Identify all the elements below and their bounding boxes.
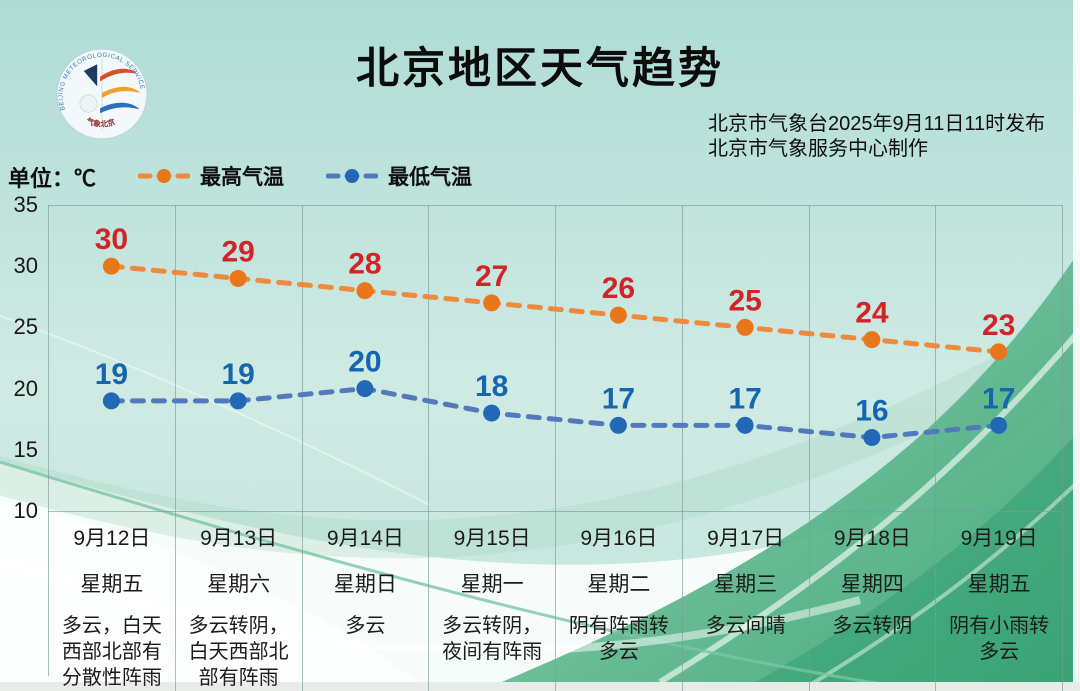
high-temp-point — [356, 282, 374, 300]
date-label: 9月13日 — [200, 527, 278, 550]
high-temp-value: 25 — [728, 284, 761, 317]
weather-description: 多云转阴，夜间有阵雨 — [442, 615, 543, 663]
low-temp-point — [483, 404, 501, 422]
forecast-column-2: 9月13日星期六多云转阴，白天西部北部有阵雨 — [176, 206, 303, 691]
y-tick-10: 10 — [13, 498, 38, 523]
high-temp-value: 30 — [95, 223, 128, 256]
y-tick-35: 35 — [13, 192, 38, 217]
low-temp-point — [863, 429, 881, 447]
low-temp-point — [609, 416, 627, 434]
forecast-column-7: 9月18日星期四多云转阴 — [810, 206, 937, 691]
chart-baseline — [48, 511, 1062, 512]
low-temp-point — [229, 392, 247, 410]
high-temp-value: 28 — [348, 248, 381, 281]
weekday-label: 星期三 — [714, 573, 778, 596]
date-label: 9月18日 — [833, 527, 911, 550]
legend-item-high: 最高气温 — [138, 161, 284, 191]
logo-swoosh-blue — [100, 102, 140, 114]
forecast-column-4: 9月15日星期一多云转阴，夜间有阵雨 — [429, 206, 556, 691]
low-temp-line-marker-icon — [326, 169, 378, 183]
weather-description: 阴有小雨转多云 — [949, 615, 1050, 663]
publisher-info: 北京市气象台2025年9月11日11时发布 北京市气象服务中心制作 — [708, 112, 1045, 162]
low-temp-line — [108, 386, 1002, 441]
weekday-label: 星期五 — [80, 573, 144, 596]
weekday-label: 星期五 — [967, 573, 1031, 596]
publisher-line-1: 北京市气象台2025年9月11日11时发布 — [708, 113, 1046, 135]
high-temp-value: 29 — [221, 235, 254, 268]
forecast-columns: 9月12日 星期五 多云，白天西部北部有分散性阵雨 9月13日 星期六 多云转阴，白天西部… — [48, 205, 1063, 691]
high-temp-point — [736, 318, 754, 336]
chart-legend: 最高气温 最低气温 — [138, 161, 472, 191]
low-temp-value: 17 — [982, 382, 1015, 415]
y-tick-20: 20 — [13, 375, 38, 401]
temperature-chart: 30 29 28 27 26 25 24 23 19 19 20 18 17 17 16 17 — [95, 223, 1015, 447]
logo-sail-icon — [83, 64, 98, 87]
low-temp-value: 16 — [855, 395, 888, 428]
date-label: 9月15日 — [453, 527, 531, 550]
y-tick-25: 25 — [13, 314, 38, 340]
legend-item-low: 最低气温 — [326, 161, 472, 191]
high-temp-point — [863, 331, 881, 349]
forecast-column-6: 9月17日星期三多云间晴 — [683, 206, 810, 691]
y-tick-15: 15 — [13, 436, 38, 462]
bottom-edge-strip — [0, 682, 1080, 691]
weather-description: 多云转阴，白天西部北部有阵雨 — [188, 615, 289, 689]
forecast-column-5: 9月16日星期二阴有阵雨转多云 — [556, 206, 683, 691]
low-temp-point — [990, 416, 1008, 434]
legend-label-high: 最高气温 — [200, 166, 284, 189]
weather-description: 多云转阴 — [832, 615, 913, 637]
high-temp-value: 24 — [855, 297, 889, 330]
publisher-line-2: 北京市气象服务中心制作 — [708, 138, 928, 160]
low-temp-value: 17 — [728, 382, 761, 415]
logo-swoosh-orange — [102, 86, 141, 98]
high-temp-point — [483, 294, 501, 312]
high-temp-point — [990, 343, 1008, 361]
forecast-column-3: 9月14日星期日多云 — [303, 206, 430, 691]
date-label: 9月19日 — [960, 527, 1038, 550]
date-label: 9月14日 — [326, 527, 404, 550]
weekday-label: 星期四 — [840, 573, 904, 596]
high-temp-value: 26 — [602, 272, 635, 305]
high-temp-point — [229, 269, 247, 287]
weekday-label: 星期二 — [587, 573, 651, 596]
high-temp-value: 23 — [982, 309, 1015, 342]
high-temp-line — [108, 263, 1002, 355]
date-label: 9月16日 — [580, 527, 658, 550]
low-temp-value: 19 — [221, 358, 254, 391]
high-temp-value: 27 — [475, 260, 508, 293]
forecast-column-8: 9月19日星期五阴有小雨转多云 — [936, 206, 1063, 691]
forecast-column-1: 9月12日星期五多云，白天西部北部有分散性阵雨 — [49, 206, 176, 691]
weather-description: 多云 — [345, 615, 386, 637]
weather-description: 阴有阵雨转多云 — [568, 615, 669, 663]
low-temp-point — [102, 392, 120, 410]
bms-logo-badge: BEIJING METEOROLOGICAL SERVICE 气象北京 — [56, 48, 148, 140]
weekday-label: 星期日 — [333, 573, 397, 596]
low-temp-point — [736, 416, 754, 434]
date-label: 9月17日 — [707, 527, 785, 550]
bms-logo: BEIJING METEOROLOGICAL SERVICE 气象北京 — [54, 46, 150, 142]
weather-description: 多云间晴 — [705, 615, 786, 637]
high-temp-point — [102, 257, 120, 275]
page-title: 北京地区天气趋势 — [356, 45, 724, 93]
unit-label: 单位：℃ — [8, 166, 97, 191]
low-temp-value: 19 — [95, 358, 128, 391]
legend-label-low: 最低气温 — [388, 166, 472, 189]
high-temp-point — [609, 306, 627, 324]
right-edge-strip — [1073, 0, 1080, 691]
logo-swoosh-red — [100, 68, 138, 82]
weekday-label: 星期一 — [460, 573, 524, 596]
low-temp-value: 17 — [602, 382, 635, 415]
low-temp-point — [356, 380, 374, 398]
low-temp-value: 20 — [348, 346, 381, 379]
high-temp-line-marker-icon — [138, 169, 190, 183]
date-label: 9月12日 — [73, 527, 151, 550]
weekday-label: 星期六 — [207, 573, 271, 596]
low-temp-value: 18 — [475, 370, 508, 403]
y-tick-30: 30 — [13, 253, 38, 279]
logo-cloud-icon — [79, 94, 98, 113]
weather-description: 多云，白天西部北部有分散性阵雨 — [61, 615, 162, 689]
